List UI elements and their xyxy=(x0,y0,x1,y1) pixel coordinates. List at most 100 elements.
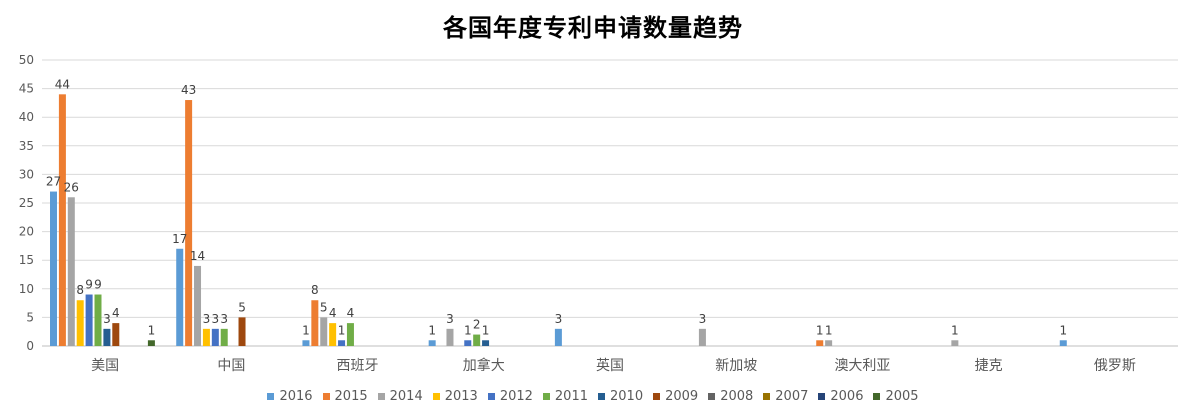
legend: 2016 2015 2014 2013 2012 2011 2010 2009 2008 2007… xyxy=(0,389,1186,404)
legend-swatch xyxy=(267,393,275,400)
legend-label: 2008 xyxy=(720,389,754,404)
bar xyxy=(311,300,319,346)
bar xyxy=(211,328,219,346)
data-label: 1 xyxy=(825,323,833,337)
data-label: 5 xyxy=(238,300,246,314)
y-tick-label: 40 xyxy=(19,110,34,124)
legend-item: 2006 xyxy=(818,389,863,404)
legend-item: 2014 xyxy=(377,389,423,404)
category-label: 英国 xyxy=(596,357,624,374)
bar xyxy=(1059,340,1067,346)
bar xyxy=(473,334,481,346)
data-label: 27 xyxy=(46,175,61,189)
y-tick-label: 25 xyxy=(19,196,34,210)
bar xyxy=(220,328,228,346)
data-label: 3 xyxy=(203,312,211,326)
legend-item: 2005 xyxy=(873,389,919,404)
category-label: 中国 xyxy=(217,358,245,374)
data-label: 3 xyxy=(555,312,563,326)
data-label: 9 xyxy=(94,278,102,292)
gridlines xyxy=(42,59,1178,347)
data-label: 2 xyxy=(473,318,481,332)
y-tick-label: 50 xyxy=(19,53,34,67)
bar xyxy=(338,340,346,346)
legend-item: 2015 xyxy=(322,389,368,404)
legend-swatch xyxy=(708,393,716,400)
bar xyxy=(50,191,57,346)
y-tick-label: 10 xyxy=(19,282,34,296)
bar xyxy=(816,340,824,346)
bar xyxy=(147,340,155,346)
data-label: 3 xyxy=(699,312,707,326)
data-label: 14 xyxy=(190,249,205,263)
data-label: 4 xyxy=(112,306,120,320)
y-tick-label: 35 xyxy=(19,139,34,153)
bar xyxy=(67,197,75,346)
data-label: 1 xyxy=(302,323,310,337)
data-label: 8 xyxy=(311,283,319,297)
legend-label: 2007 xyxy=(775,389,809,404)
category-label: 新加坡 xyxy=(715,358,757,374)
legend-label: 2014 xyxy=(389,389,423,404)
data-label: 1 xyxy=(1059,323,1067,337)
legend-item: 2011 xyxy=(542,389,588,404)
bar xyxy=(464,340,472,346)
data-label: 4 xyxy=(329,306,337,320)
bar xyxy=(176,248,184,346)
data-label: 1 xyxy=(428,323,436,337)
y-tick-label: 0 xyxy=(26,339,34,353)
category-label: 澳大利亚 xyxy=(834,358,890,374)
legend-swatch xyxy=(432,393,440,400)
category-label: 西班牙 xyxy=(337,358,379,374)
y-tick-label: 45 xyxy=(19,82,34,96)
legend-label: 2016 xyxy=(279,389,313,404)
bar xyxy=(951,340,959,346)
bars xyxy=(50,94,1067,346)
legend-swatch xyxy=(487,393,495,400)
category-label: 加拿大 xyxy=(463,357,505,374)
bar xyxy=(482,340,490,346)
chart-title: 各国年度专利申请数量趋势 xyxy=(443,14,743,42)
y-tick-label: 30 xyxy=(19,167,34,181)
data-label: 1 xyxy=(338,323,346,337)
bar xyxy=(428,340,436,346)
legend-item: 2013 xyxy=(432,389,478,404)
legend-label: 2010 xyxy=(610,389,644,404)
data-label: 4 xyxy=(347,306,355,320)
data-label: 3 xyxy=(212,312,220,326)
data-label: 1 xyxy=(464,323,472,337)
bar xyxy=(202,328,210,346)
bar xyxy=(329,323,337,346)
legend-item: 2016 xyxy=(267,389,313,404)
legend-swatch xyxy=(598,393,605,400)
legend-label: 2006 xyxy=(830,389,864,404)
legend-item: 2009 xyxy=(653,389,698,404)
data-label: 5 xyxy=(320,300,328,314)
data-label: 3 xyxy=(103,312,111,326)
data-label: 1 xyxy=(816,323,824,337)
bar xyxy=(112,323,120,346)
legend-swatch xyxy=(873,393,881,400)
category-label: 捷克 xyxy=(975,358,1003,374)
legend-swatch xyxy=(322,393,330,400)
bar xyxy=(346,323,354,346)
legend-swatch xyxy=(653,393,661,400)
legend-swatch xyxy=(763,393,771,400)
legend-swatch xyxy=(542,393,550,400)
legend-label: 2005 xyxy=(885,389,919,404)
data-label: 17 xyxy=(172,232,187,246)
category-label: 俄罗斯 xyxy=(1094,358,1136,374)
data-label: 1 xyxy=(951,323,959,337)
bar xyxy=(446,328,454,346)
bar xyxy=(103,328,111,346)
category-label: 美国 xyxy=(91,358,119,374)
bar xyxy=(85,294,93,346)
bar xyxy=(185,100,193,346)
bar xyxy=(58,94,66,346)
bar xyxy=(825,340,833,346)
data-label: 1 xyxy=(482,323,490,337)
y-tick-label: 15 xyxy=(19,253,34,267)
legend-label: 2011 xyxy=(554,389,588,404)
